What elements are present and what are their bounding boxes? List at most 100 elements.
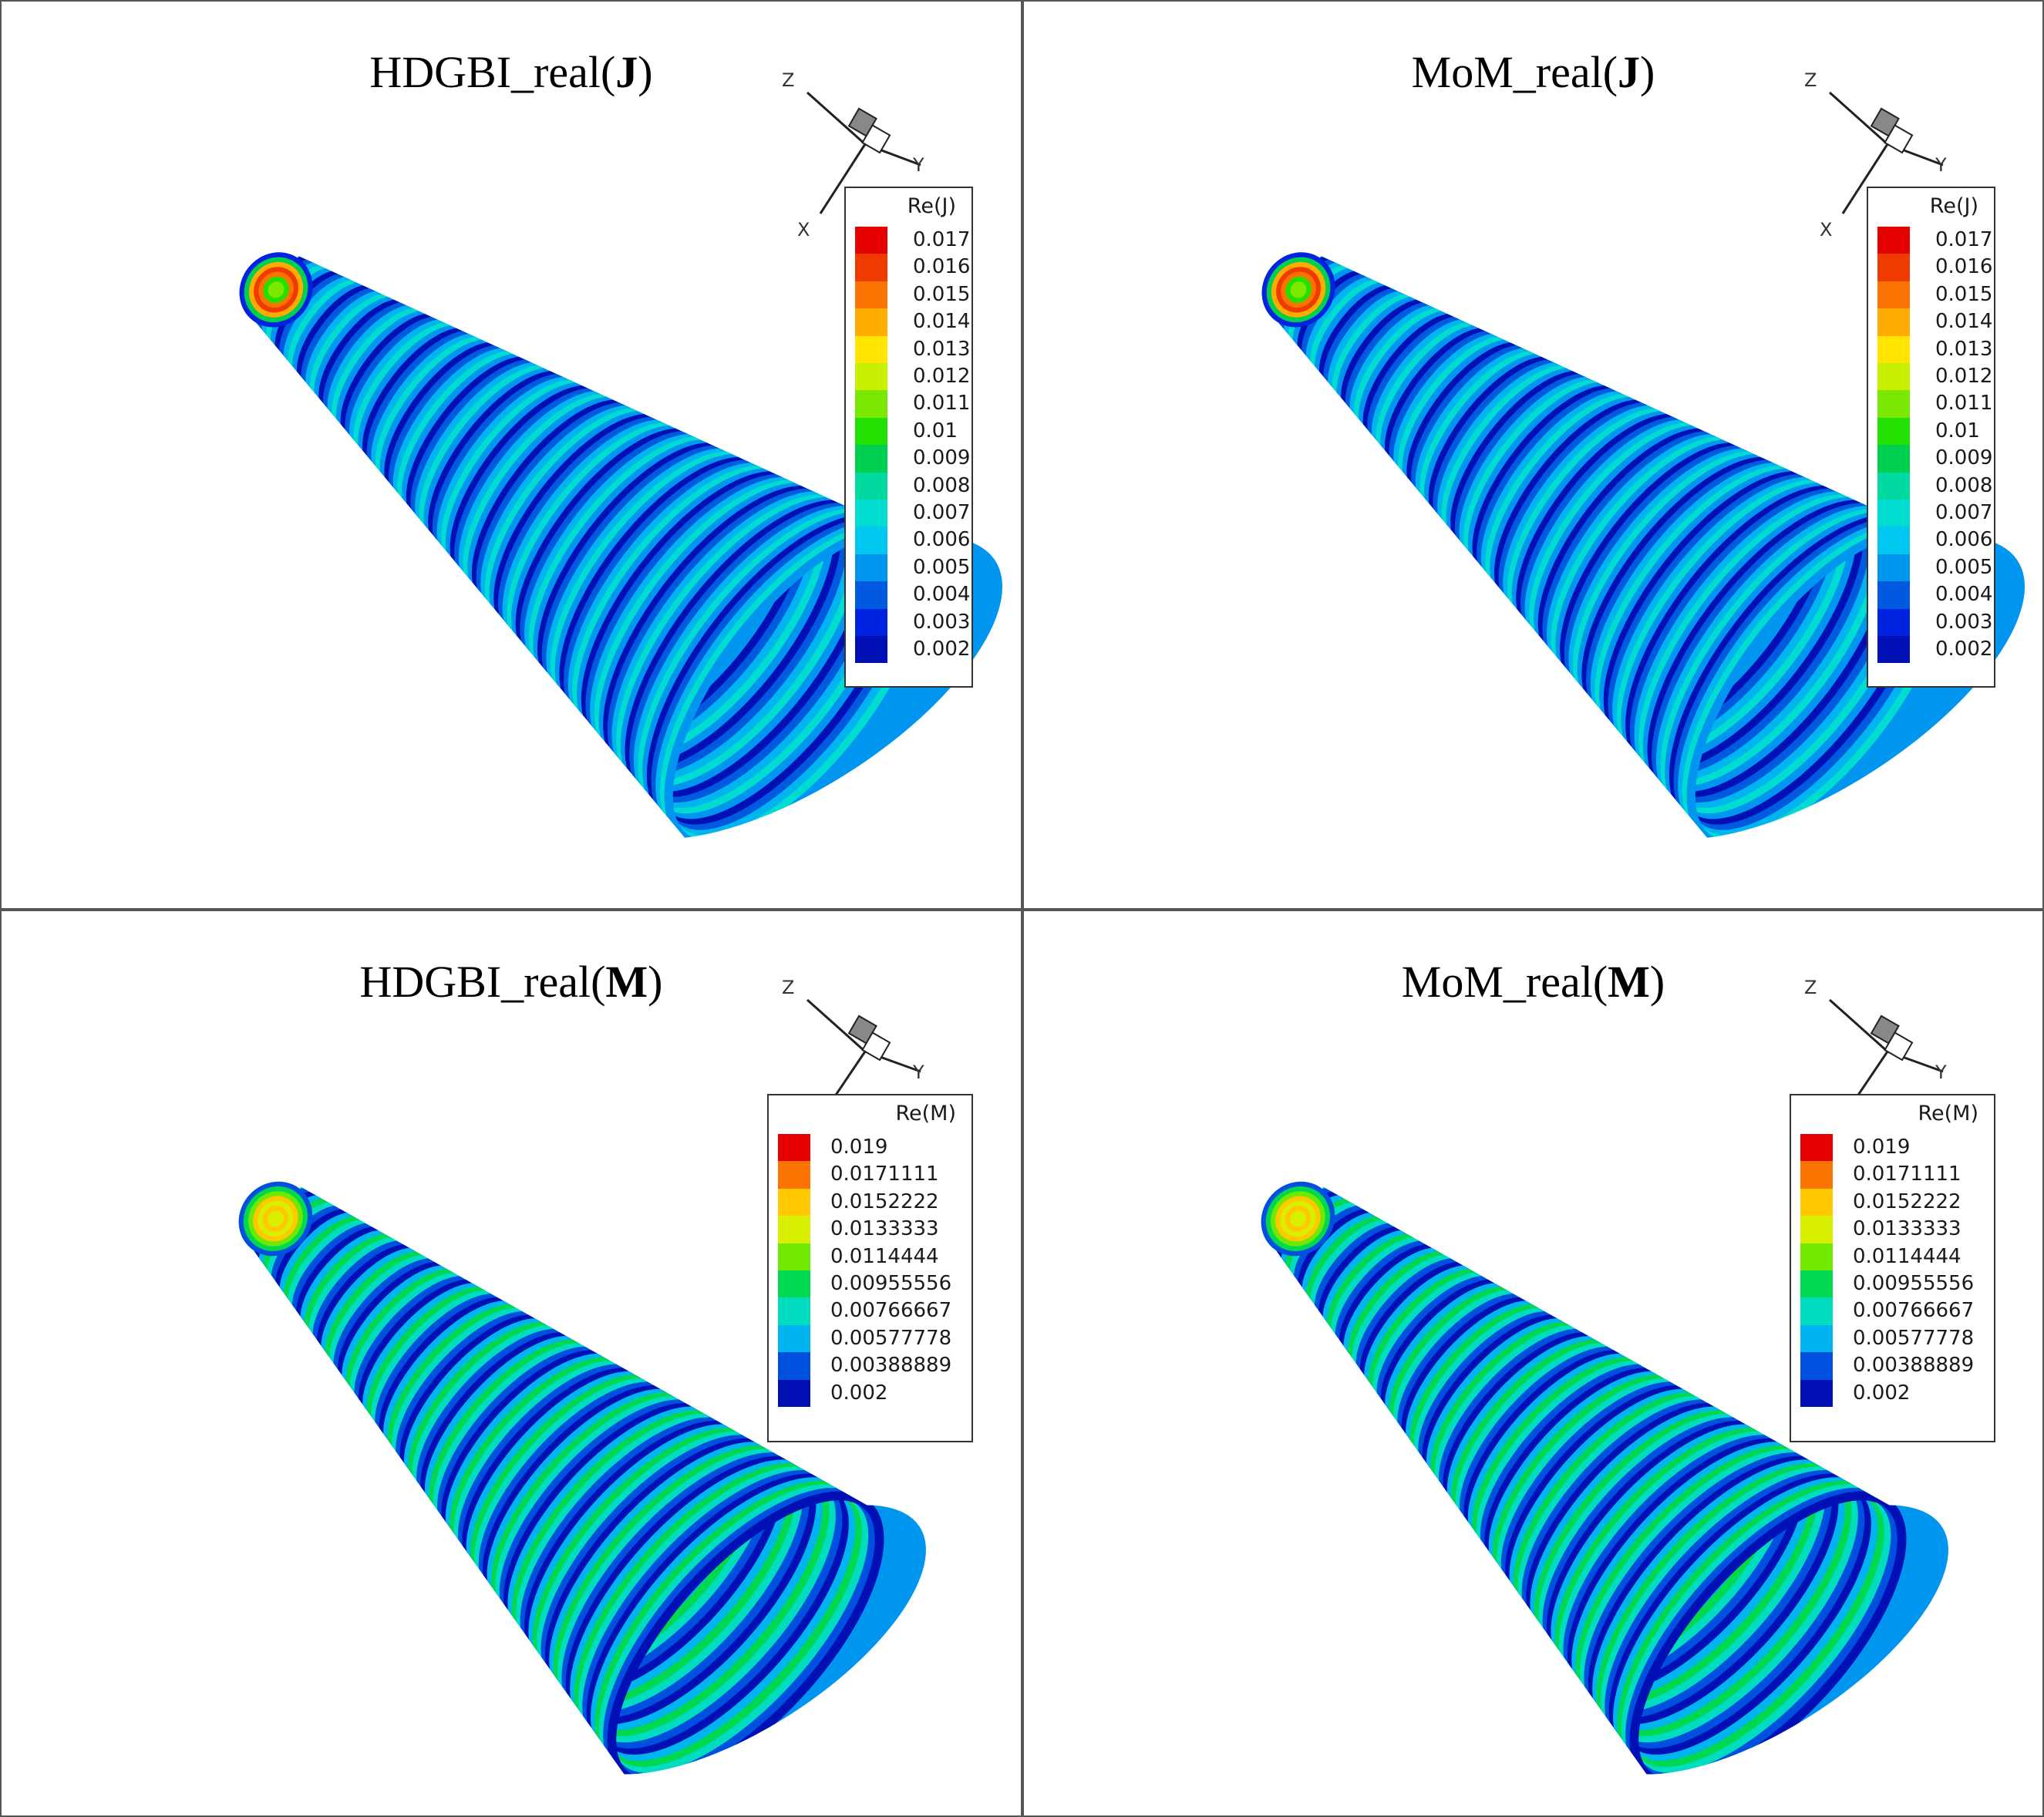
legend-swatch [1877,554,1910,582]
cone-tip-cap [267,1210,284,1227]
legend-value: 0.006 [1935,528,1993,552]
legend-value: 0.012 [913,365,971,388]
cone-ring [607,1491,884,1775]
axis-label-z: Z [782,69,795,91]
legend-value: 0.003 [1935,610,1993,634]
legend-swatch [1800,1188,1833,1216]
legend-level: 0.006 [855,527,971,554]
cone-plot [1261,998,1948,1775]
legend-value: 0.0171111 [830,1163,939,1186]
legend-level: 0.0152222 [778,1188,968,1216]
legend-value: 0.008 [913,473,971,497]
legend-level: 0.019 [778,1134,968,1162]
legend-value: 0.00766667 [830,1299,952,1323]
legend-title: Re(M) [1918,1102,1978,1126]
legend-value: 0.006 [913,528,971,552]
legend-value: 0.007 [913,501,971,524]
legend-level: 0.016 [1877,254,1992,281]
legend-level: 0.012 [855,363,971,391]
legend-value: 0.002 [1935,638,1993,661]
legend-swatch [1877,281,1910,309]
legend-value: 0.01 [913,419,958,442]
legend-level: 0.019 [1800,1134,1991,1162]
legend-value: 0.017 [913,228,971,251]
legend-swatch [855,500,887,527]
legend-value: 0.002 [830,1381,888,1405]
legend-value: 0.00577778 [1853,1326,1975,1350]
axis-label-y: Y [1935,154,1947,176]
legend-swatch [855,308,887,336]
legend-swatch [1877,636,1910,664]
legend-level: 0.016 [855,254,970,281]
axis-line-x [819,143,867,214]
panel-title: MoM_real(J) [1411,47,1655,97]
legend-level: 0.014 [855,308,971,336]
legend-swatch [855,554,887,582]
legend-level: 0.00577778 [778,1324,968,1353]
legend-swatch [1877,527,1910,554]
legend-value: 0.0114444 [1853,1244,1961,1268]
legend-title: Re(J) [907,194,956,218]
legend-level: 0.0152222 [1800,1188,1991,1216]
legend-title: Re(J) [1929,194,1978,218]
axis-label-x: X [1820,219,1833,241]
legend-level: 0.017 [1877,227,1992,254]
legend-level: 0.017 [855,227,971,254]
legend-swatch [778,1324,810,1353]
legend-swatch [778,1134,810,1162]
legend-swatch [1800,1297,1833,1325]
legend-swatch [855,445,887,473]
axis-triad [806,91,921,214]
panel-mom-real-j: MoM_real(J) Z Y X Re(J) 0.017 0.016 0.015 0… [1022,0,2044,910]
legend-level: 0.002 [1877,636,1993,664]
triad-cube-light [1884,1031,1914,1062]
legend-value: 0.00577778 [830,1326,952,1350]
legend-value: 0.002 [1853,1381,1911,1405]
legend-value: 0.007 [1935,501,1993,524]
legend-level: 0.00388889 [1800,1352,1991,1380]
legend-level: 0.002 [855,636,970,664]
legend-value: 0.009 [1935,446,1993,470]
axis-triad [1829,998,1944,1119]
panel-hdgbi-real-j: HDGBI_real(J) Z Y X Re(J) 0.017 0.016 0.01… [0,0,1022,910]
legend-value: 0.009 [913,446,971,470]
legend-value: 0.004 [1935,583,1993,607]
legend-level: 0.014 [1877,308,1992,336]
legend-level: 0.0114444 [1800,1243,1991,1270]
legend-value: 0.0133333 [830,1217,939,1241]
legend-level: 0.005 [1877,554,1992,582]
legend-value: 0.014 [913,310,971,334]
legend-level: 0.003 [855,608,971,636]
legend-swatch [1877,363,1910,391]
legend-swatch [1877,254,1910,281]
legend-level: 0.0133333 [1800,1216,1991,1243]
legend-swatch [1877,308,1910,336]
legend-swatch [855,472,887,500]
legend-swatch [1800,1270,1833,1298]
legend-level: 0.008 [855,472,971,500]
legend-swatch [1877,445,1910,473]
legend-swatch [855,363,887,391]
triad-cube-light [861,1031,891,1062]
axis-line-z [1829,91,1888,146]
legend-swatch [778,1188,810,1216]
legend-swatch [1800,1161,1833,1189]
legend-value: 0.012 [1935,365,1993,388]
legend-value: 0.015 [913,282,971,306]
legend-level: 0.007 [1877,500,1993,527]
legend-value: 0.0152222 [830,1189,939,1213]
legend-value: 0.003 [913,610,971,634]
legend-level: 0.01 [1877,417,1991,446]
legend-swatch [1800,1216,1833,1243]
axis-label-z: Z [782,977,795,998]
legend-swatch [855,636,887,664]
panel-title: MoM_real(M) [1401,957,1665,1007]
legend-swatch [855,227,887,254]
legend-value: 0.0114444 [830,1244,939,1268]
legend-level: 0.015 [855,281,971,309]
legend-level: 0.0133333 [778,1216,968,1243]
triad-cube-light [861,124,891,154]
legend-swatch [778,1243,810,1270]
legend-level: 0.002 [778,1379,968,1407]
legend-level: 0.008 [1877,472,1992,500]
